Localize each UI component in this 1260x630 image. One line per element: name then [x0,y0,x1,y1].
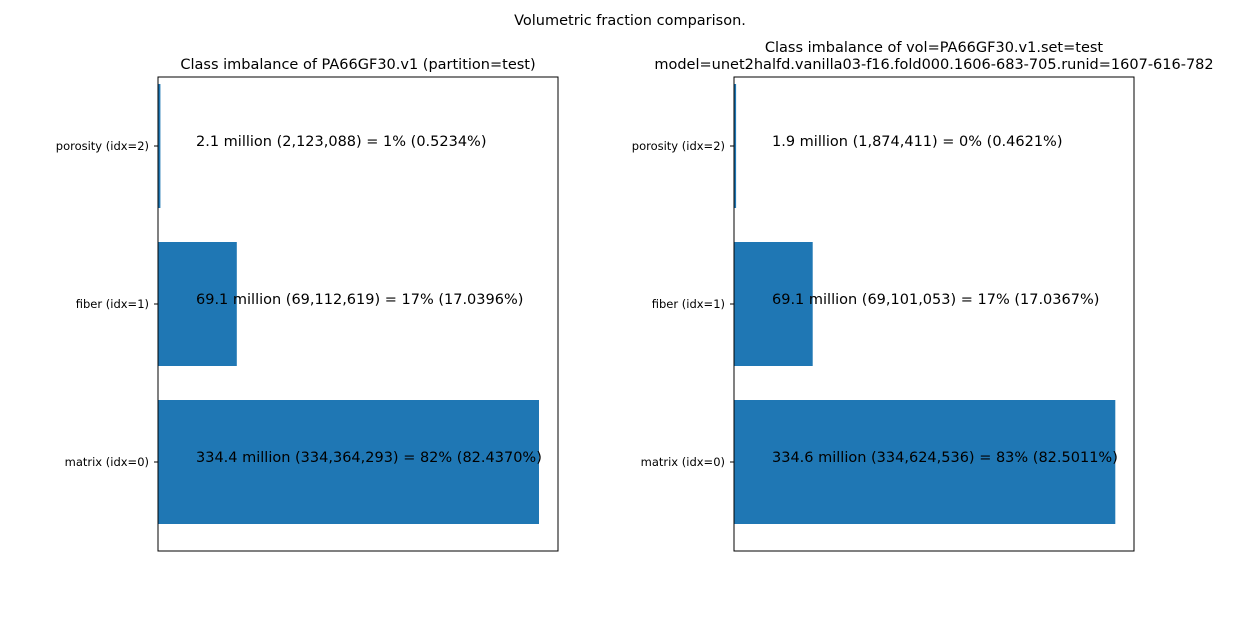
chart-2-title-line-2: model=unet2halfd.vanilla03-f16.fold000.1… [654,57,1213,73]
chart-1-bar-label-2: 69.1 million (69,112,619) = 17% (17.0396… [196,292,523,308]
chart-2-ytick-label-1: matrix (idx=0) [641,455,725,469]
chart-1-axes-frame [157,76,559,552]
chart-2-bar-2 [734,242,813,366]
chart-2-ytick-label-2: fiber (idx=1) [652,297,725,311]
chart-1-bar-1 [158,400,539,524]
chart-2-bar-label-2: 69.1 million (69,101,053) = 17% (17.0367… [772,292,1099,308]
figure-suptitle: Volumetric fraction comparison. [514,13,746,29]
chart-2-bar-label-3: 1.9 million (1,874,411) = 0% (0.4621%) [772,134,1063,150]
chart-1-ytick-label-1: matrix (idx=0) [65,455,149,469]
chart-2-bar-label-1: 334.6 million (334,624,536) = 83% (82.50… [772,450,1118,466]
chart-1-ytick-label-3: porosity (idx=2) [56,139,149,153]
chart-1-bar-2 [158,242,237,366]
chart-2-axes-frame [733,76,1135,552]
chart-1-bar-3 [158,84,161,208]
chart-2-ytick-label-3: porosity (idx=2) [632,139,725,153]
chart-1-title-line-1: Class imbalance of PA66GF30.v1 (partitio… [180,57,535,73]
chart-2-bar-3 [734,84,737,208]
chart-1-ytick-label-2: fiber (idx=1) [76,297,149,311]
chart-2-title-line-1: Class imbalance of vol=PA66GF30.v1.set=t… [765,40,1104,56]
chart-2-bar-1 [734,400,1116,524]
chart-1-bar-label-3: 2.1 million (2,123,088) = 1% (0.5234%) [196,134,487,150]
chart-1-bar-label-1: 334.4 million (334,364,293) = 82% (82.43… [196,450,542,466]
